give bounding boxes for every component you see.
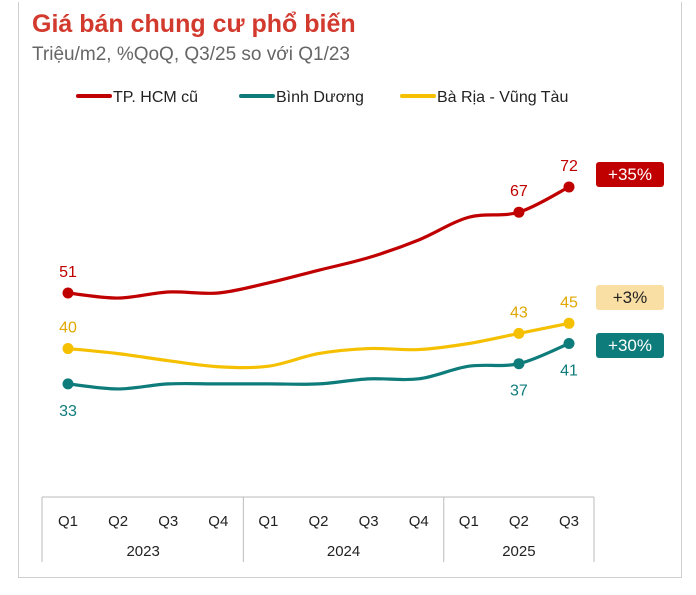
year-label: 2023 [126,543,159,560]
data-point [513,327,525,339]
x-tick-label: Q2 [308,513,328,530]
change-badge-label: +35% [608,165,652,184]
data-point [563,338,575,349]
x-tick-label: Q1 [459,513,479,530]
year-label: 2025 [502,543,535,560]
data-label: 43 [510,304,528,321]
data-point [513,206,525,218]
legend-label: TP. HCM cũ [113,89,198,106]
data-label: 33 [59,403,77,420]
x-tick-label: Q3 [559,513,579,530]
data-label: 45 [560,294,578,311]
data-label: 72 [560,158,578,175]
change-badge [596,162,664,187]
x-tick-label: Q4 [409,513,429,530]
year-label: 2024 [327,543,360,560]
chart-subtitle: Triệu/m2, %QoQ, Q3/25 so với Q1/23 [32,44,350,65]
chart-title: Giá bán chung cư phổ biến [32,10,356,38]
change-badge [596,333,664,358]
data-point [513,358,525,370]
data-label: 51 [59,264,77,281]
legend-label: Bình Dương [276,89,364,106]
series-line [67,342,570,391]
x-tick-label: Q4 [208,513,228,530]
data-label: 40 [59,320,77,337]
x-tick-label: Q2 [108,513,128,530]
series-line [67,185,570,300]
x-tick-label: Q1 [58,513,78,530]
x-tick-label: Q3 [359,513,379,530]
data-point [62,343,74,355]
data-point [563,317,575,329]
change-badge [596,285,664,310]
data-point [62,378,74,390]
series-line [67,321,570,370]
change-badge-label: +30% [608,336,652,355]
data-point [62,287,74,299]
legend-label: Bà Rịa - Vũng Tàu [437,89,568,106]
change-badge-label: +3% [613,288,648,307]
data-label: 67 [510,183,528,200]
x-tick-label: Q1 [258,513,278,530]
x-tick-label: Q2 [509,513,529,530]
chart-frame [18,2,682,578]
data-label: 41 [560,363,578,380]
data-point [563,181,575,193]
data-label: 37 [510,383,528,400]
x-tick-label: Q3 [158,513,178,530]
